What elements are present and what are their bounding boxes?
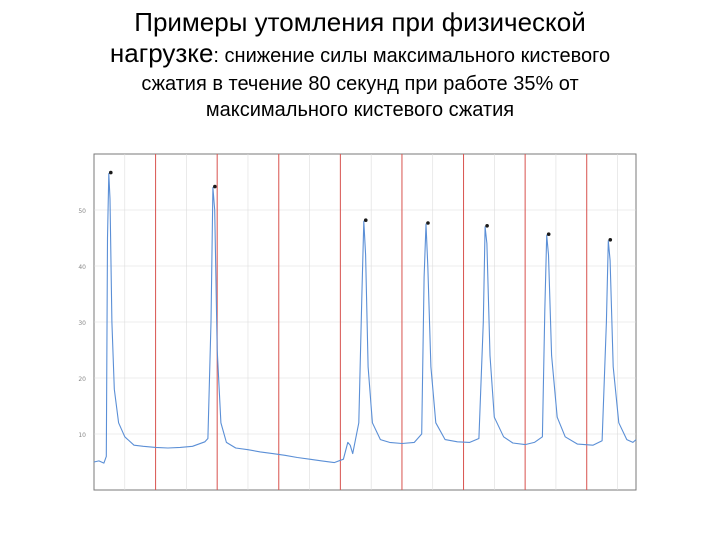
peak-marker: [485, 224, 489, 228]
title-line-4: максимального кистевого сжатия: [205, 99, 515, 121]
peak-marker: [546, 232, 551, 236]
title-line-1: Примеры утомления при физической: [134, 7, 586, 37]
fatigue-chart: 10 20 30 40 50: [66, 148, 648, 514]
signal-series-line: [93, 173, 637, 464]
peak-marker: [213, 184, 217, 189]
y-tick-label: 40: [78, 264, 86, 271]
chart-svg: 10 20 30 40 50: [78, 153, 637, 491]
y-tick-label: 20: [78, 376, 86, 383]
y-tick-label: 10: [78, 432, 86, 439]
peak-marker: [608, 238, 613, 242]
peak-marker: [108, 170, 113, 175]
title-line-2-lead: нагрузке: [109, 38, 214, 68]
y-tick-label: 50: [78, 208, 86, 215]
peak-marker: [363, 218, 368, 222]
y-tick-label: 30: [78, 320, 86, 327]
title-line-2-rest: : снижение силы максимального кистевого: [213, 45, 611, 67]
slide-title: Примеры утомления при физической нагрузк…: [0, 6, 720, 123]
peak-marker: [426, 221, 430, 225]
title-line-2: нагрузке: снижение силы максимального ки…: [0, 38, 720, 71]
title-line-3: сжатия в течение 80 секунд при работе 35…: [141, 73, 579, 95]
